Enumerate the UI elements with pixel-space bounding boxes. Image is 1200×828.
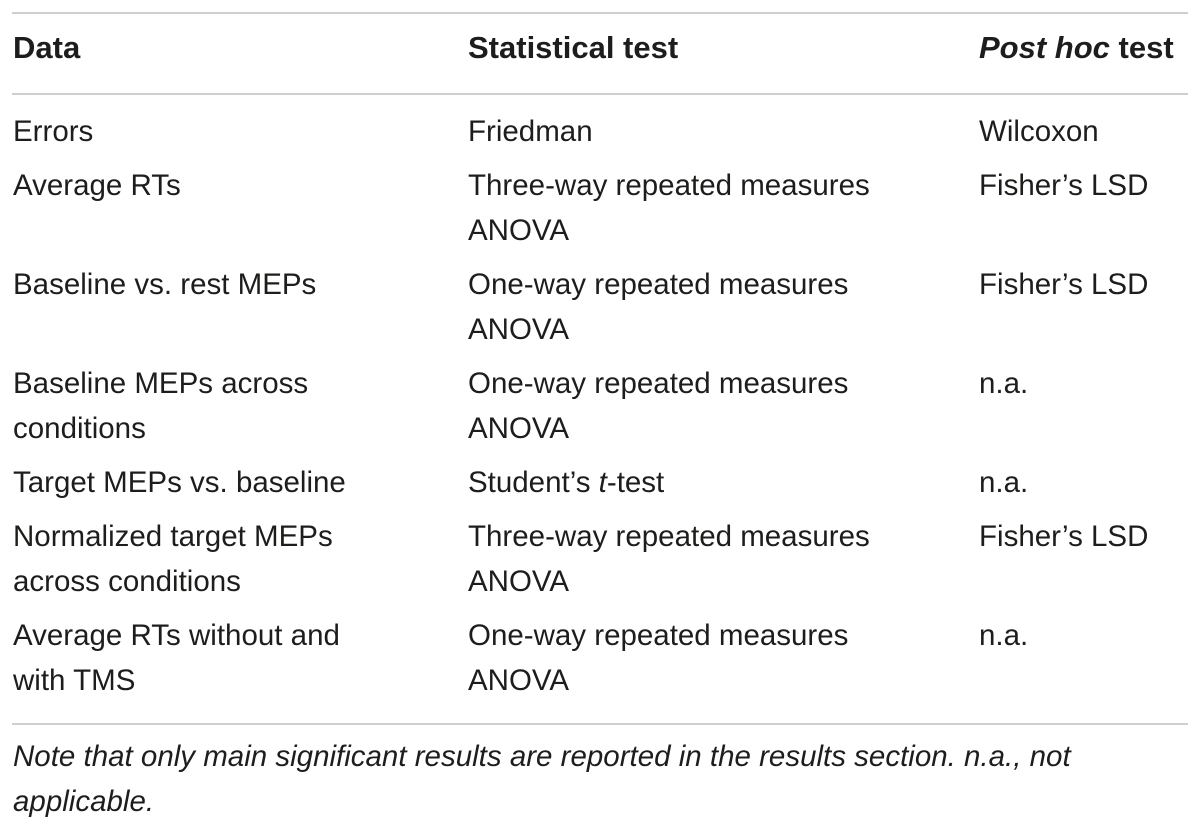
cell-test: Three-way repeated measures ANOVA — [468, 520, 870, 598]
cell-posthoc: Fisher’s LSD — [979, 169, 1149, 202]
table-row: Average RTs without and with TMS One-way… — [0, 614, 1200, 713]
cell-data: Average RTs without and with TMS — [13, 619, 340, 697]
cell-test: Friedman — [468, 115, 593, 148]
header-post-hoc-test: Post hoc test — [979, 30, 1174, 66]
table-row: Target MEPs vs. baseline Student’s t-tes… — [0, 461, 1200, 515]
table-body: Errors Friedman Wilcoxon Average RTs Thr… — [0, 110, 1200, 713]
cell-posthoc: Fisher’s LSD — [979, 268, 1149, 301]
header-statistical-test: Statistical test — [468, 30, 679, 65]
cell-posthoc: n.a. — [979, 367, 1029, 400]
cell-test: One-way repeated measures ANOVA — [468, 367, 849, 445]
cell-test-suffix: -test — [606, 466, 665, 499]
cell-test-italic: t — [598, 466, 607, 499]
cell-posthoc: Wilcoxon — [979, 115, 1099, 148]
cell-test: Three-way repeated measures ANOVA — [468, 169, 870, 247]
table-row: Average RTs Three-way repeated measures … — [0, 164, 1200, 263]
cell-posthoc: Fisher’s LSD — [979, 520, 1149, 553]
table-row: Baseline vs. rest MEPs One-way repeated … — [0, 263, 1200, 362]
table-footnote: Note that only main significant results … — [13, 740, 1071, 818]
header-post-hoc-italic: Post hoc — [979, 30, 1110, 65]
table-header-rule — [12, 93, 1188, 95]
cell-posthoc: n.a. — [979, 466, 1029, 499]
header-data: Data — [13, 30, 81, 65]
cell-data: Baseline vs. rest MEPs — [13, 268, 317, 301]
cell-test-prefix: Student’s — [468, 466, 599, 499]
cell-posthoc: n.a. — [979, 619, 1029, 652]
table-header: Data Statistical test Post hoc test — [0, 30, 1200, 80]
cell-test: Student’s t-test — [468, 461, 664, 506]
table-row: Normalized target MEPs across conditions… — [0, 515, 1200, 614]
cell-data: Errors — [13, 115, 94, 148]
header-post-hoc-rest: test — [1109, 30, 1174, 65]
cell-data: Average RTs — [13, 169, 181, 202]
cell-data: Normalized target MEPs across conditions — [13, 520, 333, 598]
table-top-rule — [12, 12, 1188, 14]
cell-test: One-way repeated measures ANOVA — [468, 619, 849, 697]
cell-test: One-way repeated measures ANOVA — [468, 268, 849, 346]
table-bottom-rule — [12, 723, 1188, 725]
table-row: Errors Friedman Wilcoxon — [0, 110, 1200, 164]
cell-data: Baseline MEPs across conditions — [13, 367, 309, 445]
table-row: Baseline MEPs across conditions One-way … — [0, 362, 1200, 461]
cell-data: Target MEPs vs. baseline — [13, 466, 346, 499]
